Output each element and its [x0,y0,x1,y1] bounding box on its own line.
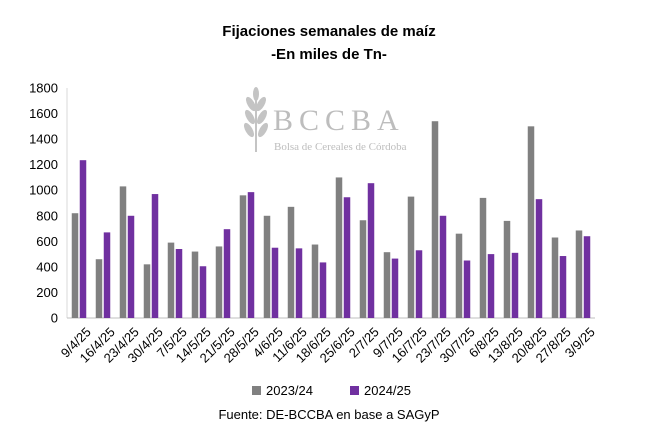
bar-2023-24-3-9-25 [575,230,583,318]
legend-swatch-2024-25 [350,386,359,395]
bar-2023-24-23-7-25 [431,121,439,318]
chart-subtitle: -En miles de Tn- [271,46,387,63]
bar-2024-25-9-7-25 [391,258,399,318]
y-tick-label: 400 [36,259,58,274]
watermark-logo: BCCBA Bolsa de Cereales de Córdoba [243,87,407,153]
bar-2023-24-16-7-25 [407,196,415,318]
y-axis-ticks: 0 200 400 600 800 1000 1200 1400 1600 1800 [29,81,58,326]
bar-2024-25-30-7-25 [463,260,471,318]
y-tick-label: 1600 [29,106,58,121]
bar-2024-25-9-4-25 [79,160,87,318]
wheat-ear-icon [243,87,269,152]
legend-label-2024-25: 2024/25 [364,383,411,398]
bar-2023-24-25-6-25 [335,177,343,318]
bar-2024-25-28-5-25 [247,192,255,318]
y-tick-label: 1400 [29,132,58,147]
bar-2024-25-3-9-25 [583,236,591,318]
bar-2023-24-9-4-25 [71,213,79,318]
bars [71,121,591,318]
bar-2024-25-23-7-25 [439,215,447,318]
bar-2023-24-27-8-25 [551,237,559,318]
legend: 2023/24 2024/25 [252,383,411,398]
x-axis-ticks: 9/4/2516/4/2523/4/2530/4/257/5/2514/5/25… [58,324,598,365]
bar-2024-25-6-8-25 [487,254,495,318]
legend-label-2023-24: 2023/24 [266,383,313,398]
bar-2024-25-21-5-25 [223,229,231,318]
y-tick-label: 1200 [29,157,58,172]
bar-2024-25-14-5-25 [199,266,207,318]
bar-2024-25-7-5-25 [175,249,183,318]
bar-2023-24-9-7-25 [383,252,391,318]
bar-2023-24-7-5-25 [167,242,175,318]
bar-2023-24-14-5-25 [191,251,199,318]
bar-2024-25-2-7-25 [367,183,375,318]
y-tick-label: 600 [36,234,58,249]
bar-2023-24-23-4-25 [119,186,127,318]
bar-2024-25-27-8-25 [559,256,567,318]
bar-2024-25-25-6-25 [343,197,351,318]
bar-2024-25-30-4-25 [151,194,159,318]
bar-2023-24-13-8-25 [503,220,511,318]
y-tick-label: 1800 [29,81,58,96]
bar-2023-24-28-5-25 [239,195,247,318]
chart-title: Fijaciones semanales de maíz [222,23,435,40]
source-note: Fuente: DE-BCCBA en base a SAGyP [218,407,439,422]
watermark-acronym: BCCBA [273,104,405,137]
bar-2023-24-30-7-25 [455,233,463,318]
bar-2024-25-16-4-25 [103,232,111,318]
y-tick-label: 1000 [29,183,58,198]
bar-2023-24-18-6-25 [311,244,319,318]
watermark-name: Bolsa de Cereales de Córdoba [274,141,407,153]
bar-2024-25-11-6-25 [295,248,303,318]
bar-2024-25-23-4-25 [127,215,135,318]
bar-2023-24-20-8-25 [527,126,535,318]
y-tick-label: 200 [36,285,58,300]
y-tick-label: 800 [36,208,58,223]
bar-2024-25-4-6-25 [271,247,279,318]
bar-2023-24-21-5-25 [215,246,223,318]
y-tick-label: 0 [51,311,58,326]
bar-2024-25-18-6-25 [319,262,327,318]
bar-2023-24-16-4-25 [95,259,103,318]
bar-2024-25-16-7-25 [415,250,423,318]
bar-2023-24-6-8-25 [479,197,487,318]
bar-2023-24-11-6-25 [287,206,295,318]
bar-2024-25-13-8-25 [511,252,519,318]
bar-2024-25-20-8-25 [535,199,543,318]
bar-2023-24-2-7-25 [359,220,367,318]
legend-swatch-2023-24 [252,386,261,395]
bar-2023-24-30-4-25 [143,264,151,318]
bar-2023-24-4-6-25 [263,215,271,318]
